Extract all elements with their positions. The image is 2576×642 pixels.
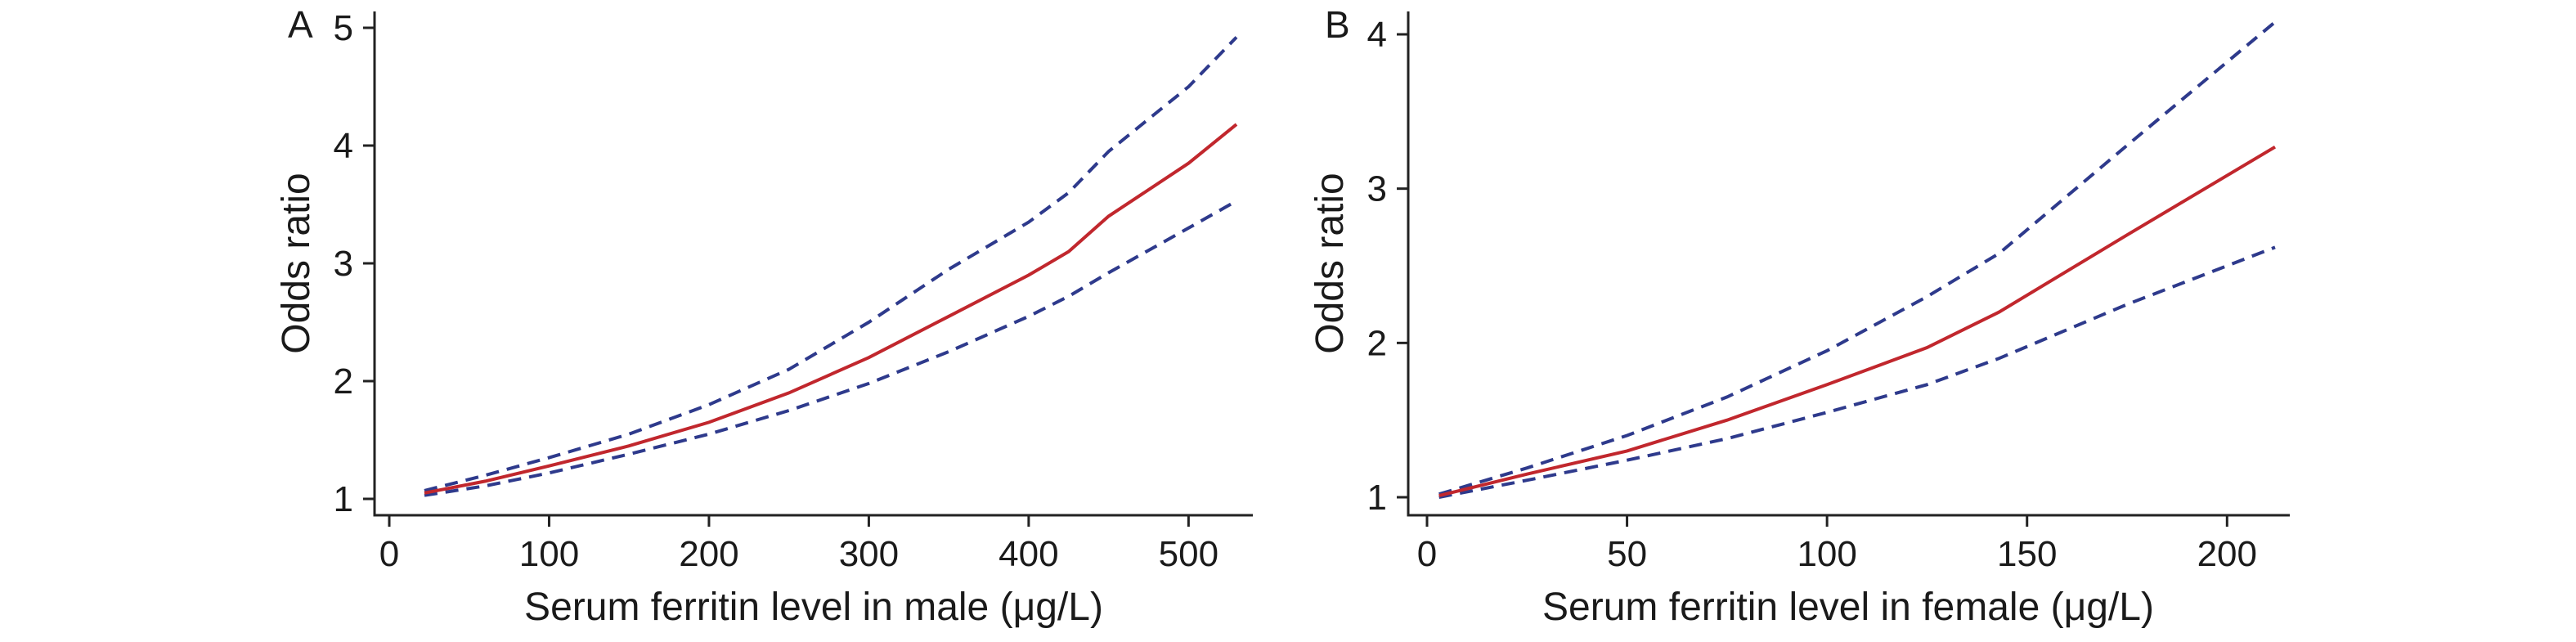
- y-tick-label: 1: [334, 479, 353, 519]
- y-tick-label: 2: [1367, 323, 1387, 363]
- upper-ci-line-a: [424, 36, 1238, 492]
- x-tick-label: 300: [839, 534, 899, 574]
- y-axis-title-a: Odds ratio: [275, 173, 318, 353]
- x-tick-label: 150: [1997, 534, 2057, 574]
- y-tick-label: 3: [334, 244, 353, 284]
- y-axis-title-b: Odds ratio: [1308, 173, 1352, 353]
- upper-ci-line-b: [1438, 20, 2277, 496]
- x-tick-label: 100: [1797, 534, 1856, 574]
- chart-panel-b: B 0 50 100 150 200 1 2 3 4 Serum ferritin level …: [1308, 3, 2290, 629]
- x-axis-title-b: Serum ferritin level in female (μg/L): [1542, 586, 2154, 629]
- y-tick-label: 5: [334, 8, 353, 48]
- x-tick-label: 200: [679, 534, 738, 574]
- x-tick-label: 500: [1159, 534, 1218, 574]
- panel-label-b: B: [1325, 3, 1350, 46]
- x-tick-label: 0: [1417, 534, 1437, 574]
- axes-a: [373, 11, 1253, 517]
- x-tick-label: 200: [2197, 534, 2257, 574]
- y-tick-label: 2: [334, 361, 353, 402]
- x-tick-label: 400: [999, 534, 1058, 574]
- axes-b: [1407, 11, 2290, 517]
- x-tick-label: 100: [519, 534, 579, 574]
- y-tick-label: 4: [1367, 15, 1387, 55]
- y-tick-label: 1: [1367, 478, 1387, 518]
- lower-ci-line-a: [424, 199, 1237, 497]
- ticks-b: 0 50 100 150 200 1 2 3 4: [1367, 15, 2257, 574]
- x-tick-label: 0: [379, 534, 399, 574]
- odds-ratio-line-a: [424, 123, 1238, 495]
- odds-ratio-line-b: [1438, 145, 2277, 498]
- chart-panel-a: A 0 100 200 300 400 500 1 2 3 4 5 Serum ferritin l…: [275, 3, 1253, 629]
- panel-label-a: A: [288, 3, 313, 46]
- y-tick-label: 4: [334, 126, 353, 166]
- y-tick-label: 3: [1367, 169, 1387, 209]
- x-axis-title-a: Serum ferritin level in male (μg/L): [524, 586, 1103, 629]
- lower-ci-line-b: [1438, 245, 2276, 499]
- lines-b: [1438, 20, 2277, 499]
- x-tick-label: 50: [1607, 534, 1647, 574]
- lines-a: [424, 36, 1238, 497]
- ticks-a: 0 100 200 300 400 500 1 2 3 4 5: [334, 8, 1219, 574]
